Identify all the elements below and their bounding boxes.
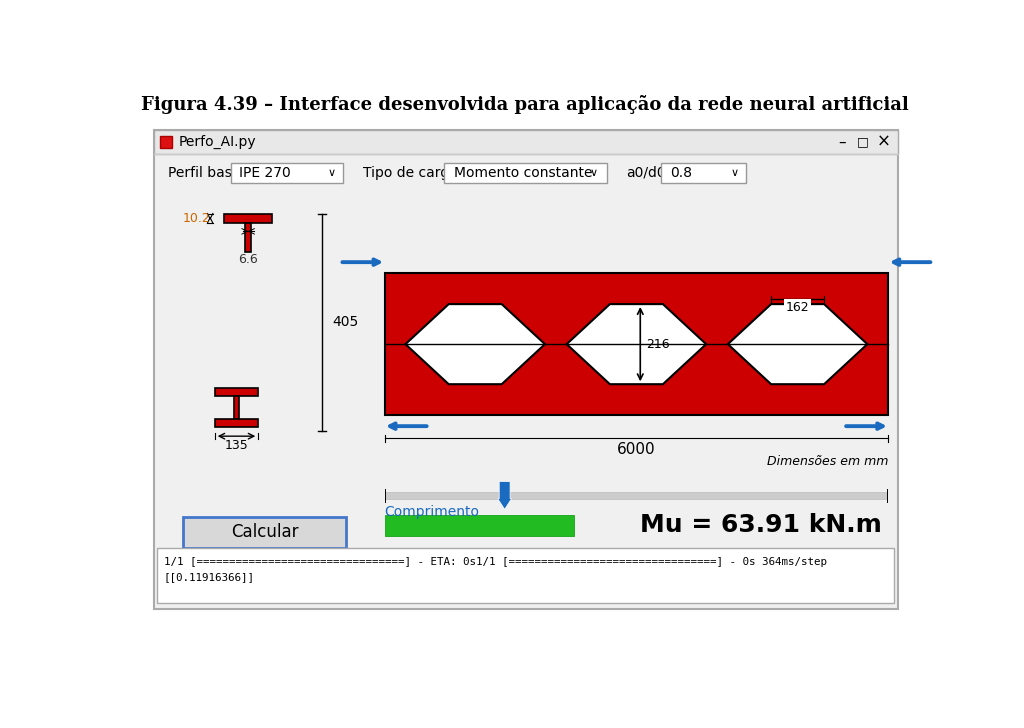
FancyBboxPatch shape: [160, 136, 172, 149]
Text: 0.8: 0.8: [671, 166, 692, 180]
Text: Calcular: Calcular: [230, 523, 298, 542]
FancyBboxPatch shape: [158, 547, 894, 604]
Bar: [245, 223, 251, 252]
Text: Perfil base:: Perfil base:: [168, 166, 245, 180]
FancyArrow shape: [498, 482, 512, 510]
Text: 6000: 6000: [617, 442, 655, 456]
Text: 162: 162: [785, 301, 809, 314]
Text: IPE 270: IPE 270: [239, 166, 291, 180]
Text: 6.6: 6.6: [239, 253, 258, 266]
FancyBboxPatch shape: [385, 491, 887, 499]
FancyBboxPatch shape: [154, 130, 898, 154]
Text: Figura 4.39 – Interface desenvolvida para aplicação da rede neural artificial: Figura 4.39 – Interface desenvolvida par…: [141, 95, 908, 114]
FancyBboxPatch shape: [444, 163, 607, 183]
Text: ∨: ∨: [731, 168, 739, 178]
FancyBboxPatch shape: [231, 163, 343, 183]
Polygon shape: [728, 304, 867, 384]
Text: ∨: ∨: [328, 168, 336, 178]
Bar: [215, 389, 258, 396]
FancyBboxPatch shape: [662, 163, 746, 183]
Text: Comprimento: Comprimento: [385, 505, 479, 519]
Text: 135: 135: [224, 439, 249, 452]
FancyBboxPatch shape: [385, 515, 574, 537]
Text: Tipo de carga:: Tipo de carga:: [362, 166, 462, 180]
Text: □: □: [857, 135, 868, 149]
Polygon shape: [406, 304, 545, 384]
FancyBboxPatch shape: [154, 130, 898, 609]
Text: 10.2: 10.2: [182, 212, 210, 225]
Text: 405: 405: [333, 315, 358, 329]
FancyBboxPatch shape: [183, 517, 346, 547]
Text: 216: 216: [646, 338, 670, 351]
FancyBboxPatch shape: [385, 273, 888, 416]
Text: Perfo_AI.py: Perfo_AI.py: [178, 135, 256, 149]
Text: 1/1 [================================] - ETA: 0s1/1 [===========================: 1/1 [================================] -…: [164, 557, 826, 567]
Bar: [215, 419, 258, 427]
Text: a0/d0:: a0/d0:: [627, 166, 671, 180]
Text: –: –: [838, 135, 846, 149]
Polygon shape: [566, 304, 707, 384]
Bar: [224, 213, 272, 223]
Text: [[0.11916366]]: [[0.11916366]]: [164, 572, 255, 582]
Text: ×: ×: [877, 133, 891, 151]
Bar: [233, 396, 240, 419]
Text: Dimensões em mm: Dimensões em mm: [767, 455, 888, 468]
Text: ∨: ∨: [590, 168, 598, 178]
Text: Mu = 63.91 kN.m: Mu = 63.91 kN.m: [640, 513, 882, 537]
Text: Momento constante: Momento constante: [454, 166, 592, 180]
